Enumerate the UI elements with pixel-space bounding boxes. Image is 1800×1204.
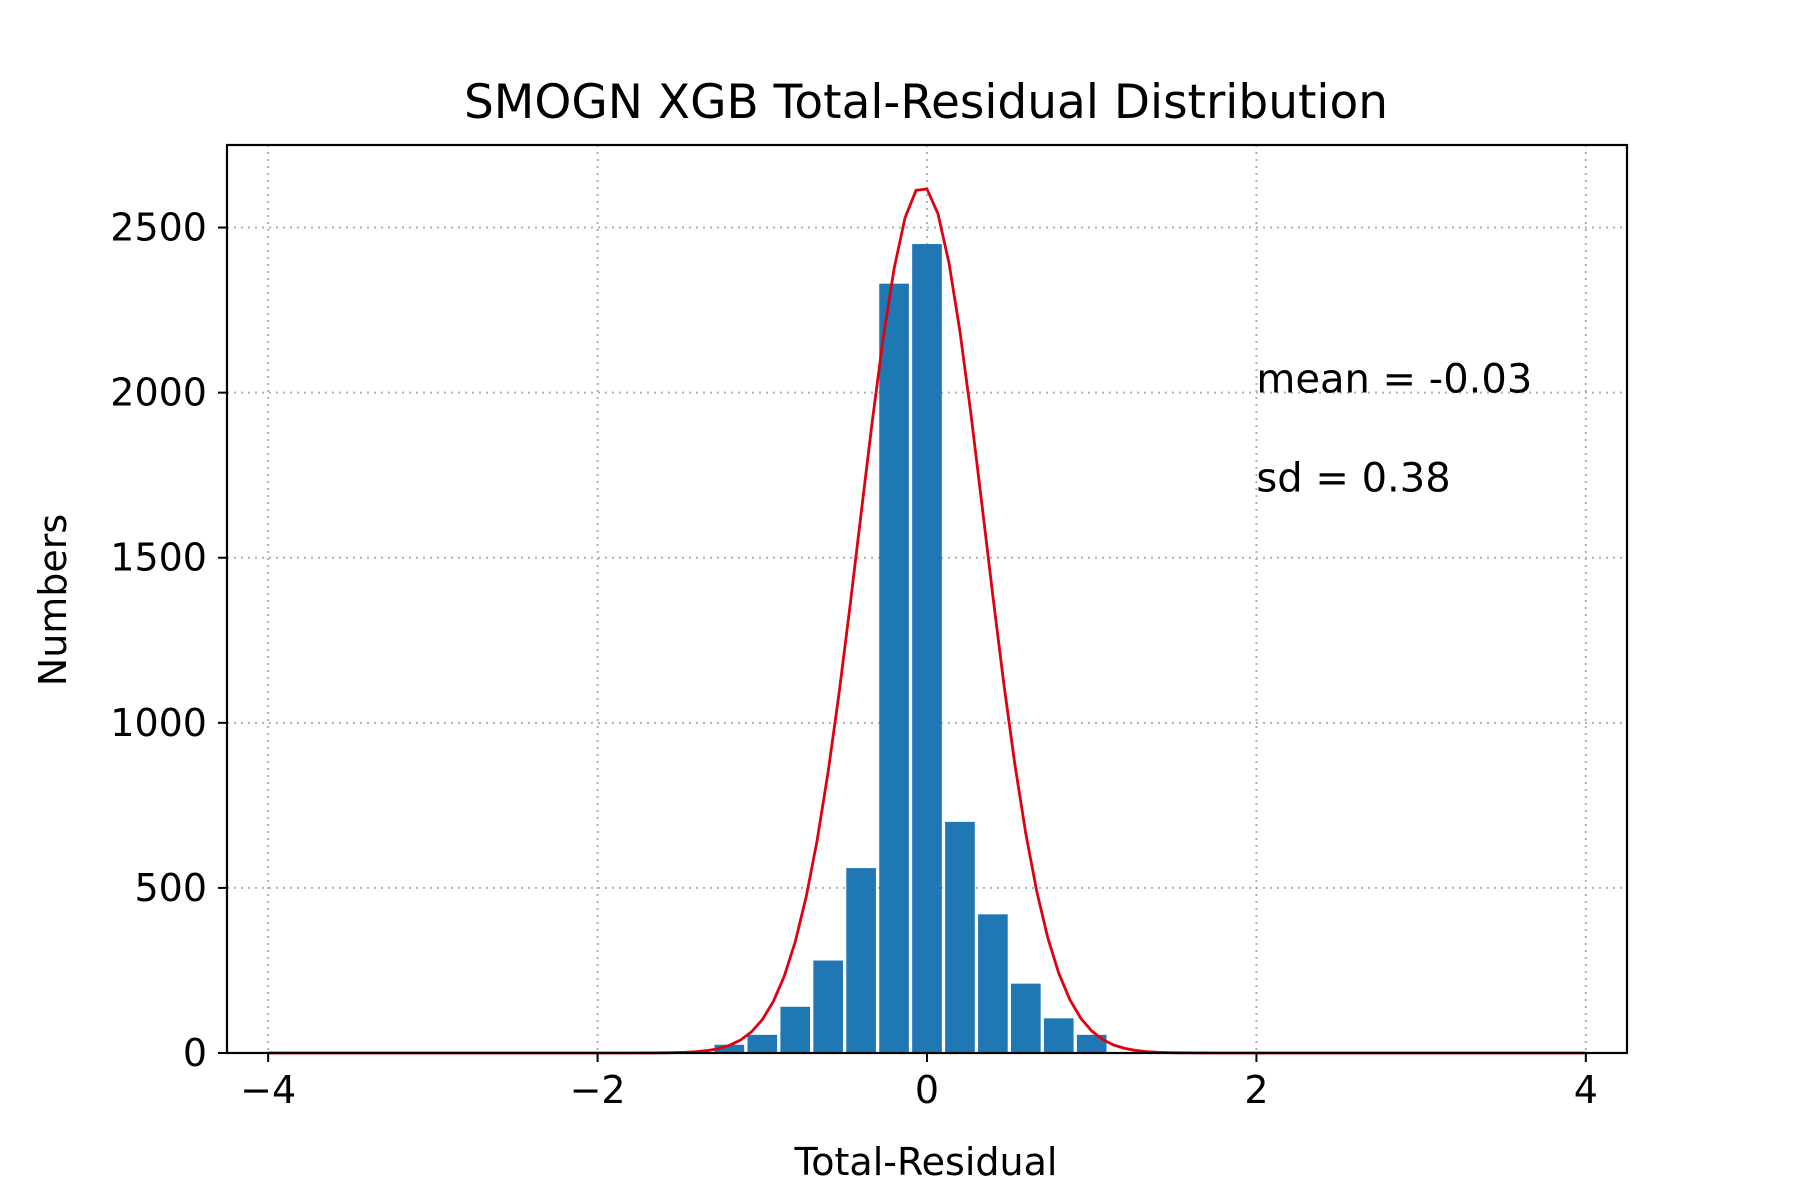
histogram-bar-6 [912,244,942,1053]
histogram-bar-3 [813,960,843,1053]
annotation-layer: mean = -0.03 sd = 0.38 [1256,357,1532,502]
histogram-bar-11 [1076,1034,1107,1053]
histogram-bar-10 [1043,1018,1074,1053]
histogram-bar-8 [978,914,1008,1053]
y-tick-label-1: 500 [134,866,207,910]
annotation-1: sd = 0.38 [1256,456,1450,502]
histogram-bar-9 [1011,983,1041,1053]
x-tick-label-3: 2 [1244,1068,1268,1112]
y-tick-label-5: 2500 [110,206,207,250]
y-tick-label-4: 2000 [110,371,207,415]
y-tick-label-0: 0 [183,1031,207,1075]
annotation-0: mean = -0.03 [1256,357,1532,403]
histogram-bar-0 [714,1044,745,1053]
y-axis-label: Numbers [31,514,75,686]
histogram-bar-5 [879,283,909,1053]
x-tick-label-2: 0 [915,1068,939,1112]
x-axis-label: Total-Residual [794,1140,1058,1184]
x-axis-ticks: −4 −2 0 2 4 [240,1053,1598,1112]
y-axis-ticks: 0 500 1000 1500 2000 2500 [110,206,227,1075]
histogram-bar-2 [780,1006,811,1053]
y-tick-label-2: 1000 [110,701,207,745]
x-tick-label-4: 4 [1574,1068,1598,1112]
x-tick-label-0: −4 [240,1068,296,1112]
x-tick-label-1: −2 [570,1068,626,1112]
histogram-bar-4 [846,868,876,1053]
histogram-bar-1 [747,1034,778,1053]
bar-layer [714,244,1107,1053]
chart-title: SMOGN XGB Total-Residual Distribution [464,75,1388,130]
y-tick-label-3: 1500 [110,536,207,580]
histogram-bar-7 [945,821,975,1053]
